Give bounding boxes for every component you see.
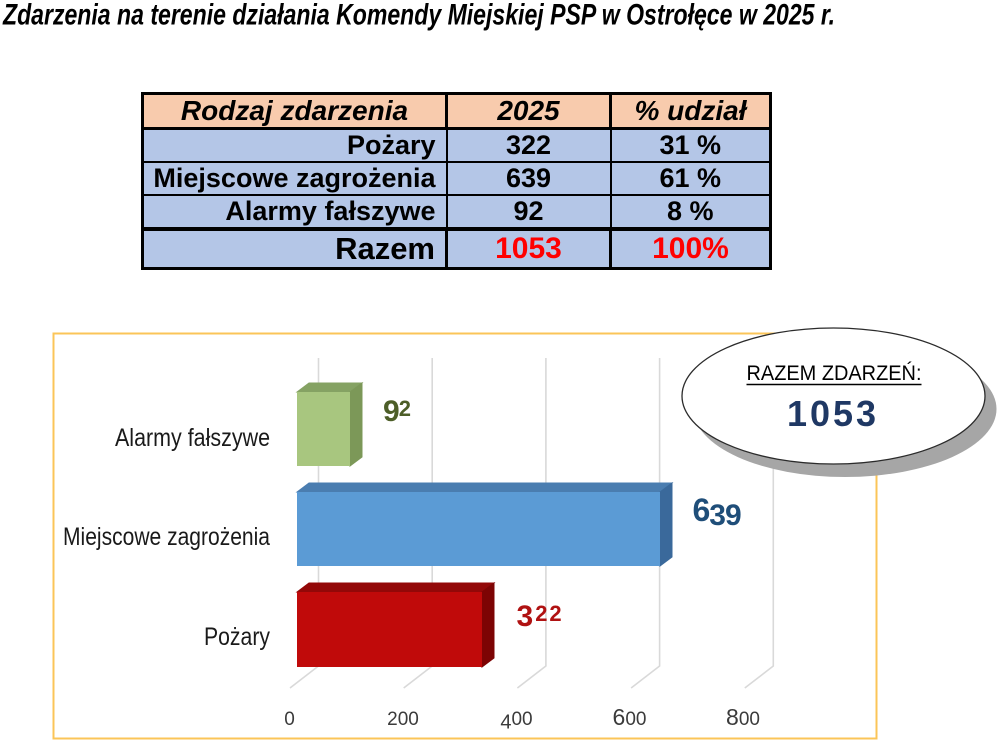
svg-text:92: 92: [383, 395, 411, 428]
svg-text:639: 639: [693, 492, 741, 532]
svg-text:800: 800: [726, 704, 760, 730]
svg-text:0: 0: [284, 709, 295, 730]
svg-text:Pożary: Pożary: [204, 623, 270, 651]
svg-text:Zdarzenia na terenie działania: Zdarzenia na terenie działania Komendy M…: [2, 0, 835, 32]
svg-text:200: 200: [387, 709, 419, 730]
svg-text:1053: 1053: [787, 393, 879, 434]
svg-text:Alarmy fałszywe: Alarmy fałszywe: [115, 424, 270, 452]
svg-text:322: 322: [517, 600, 564, 633]
svg-text:RAZEM ZDARZEŃ:: RAZEM ZDARZEŃ:: [747, 362, 922, 385]
svg-text:600: 600: [613, 704, 647, 730]
svg-text:Miejscowe zagrożenia: Miejscowe zagrożenia: [63, 523, 270, 551]
svg-text:400: 400: [500, 709, 532, 734]
